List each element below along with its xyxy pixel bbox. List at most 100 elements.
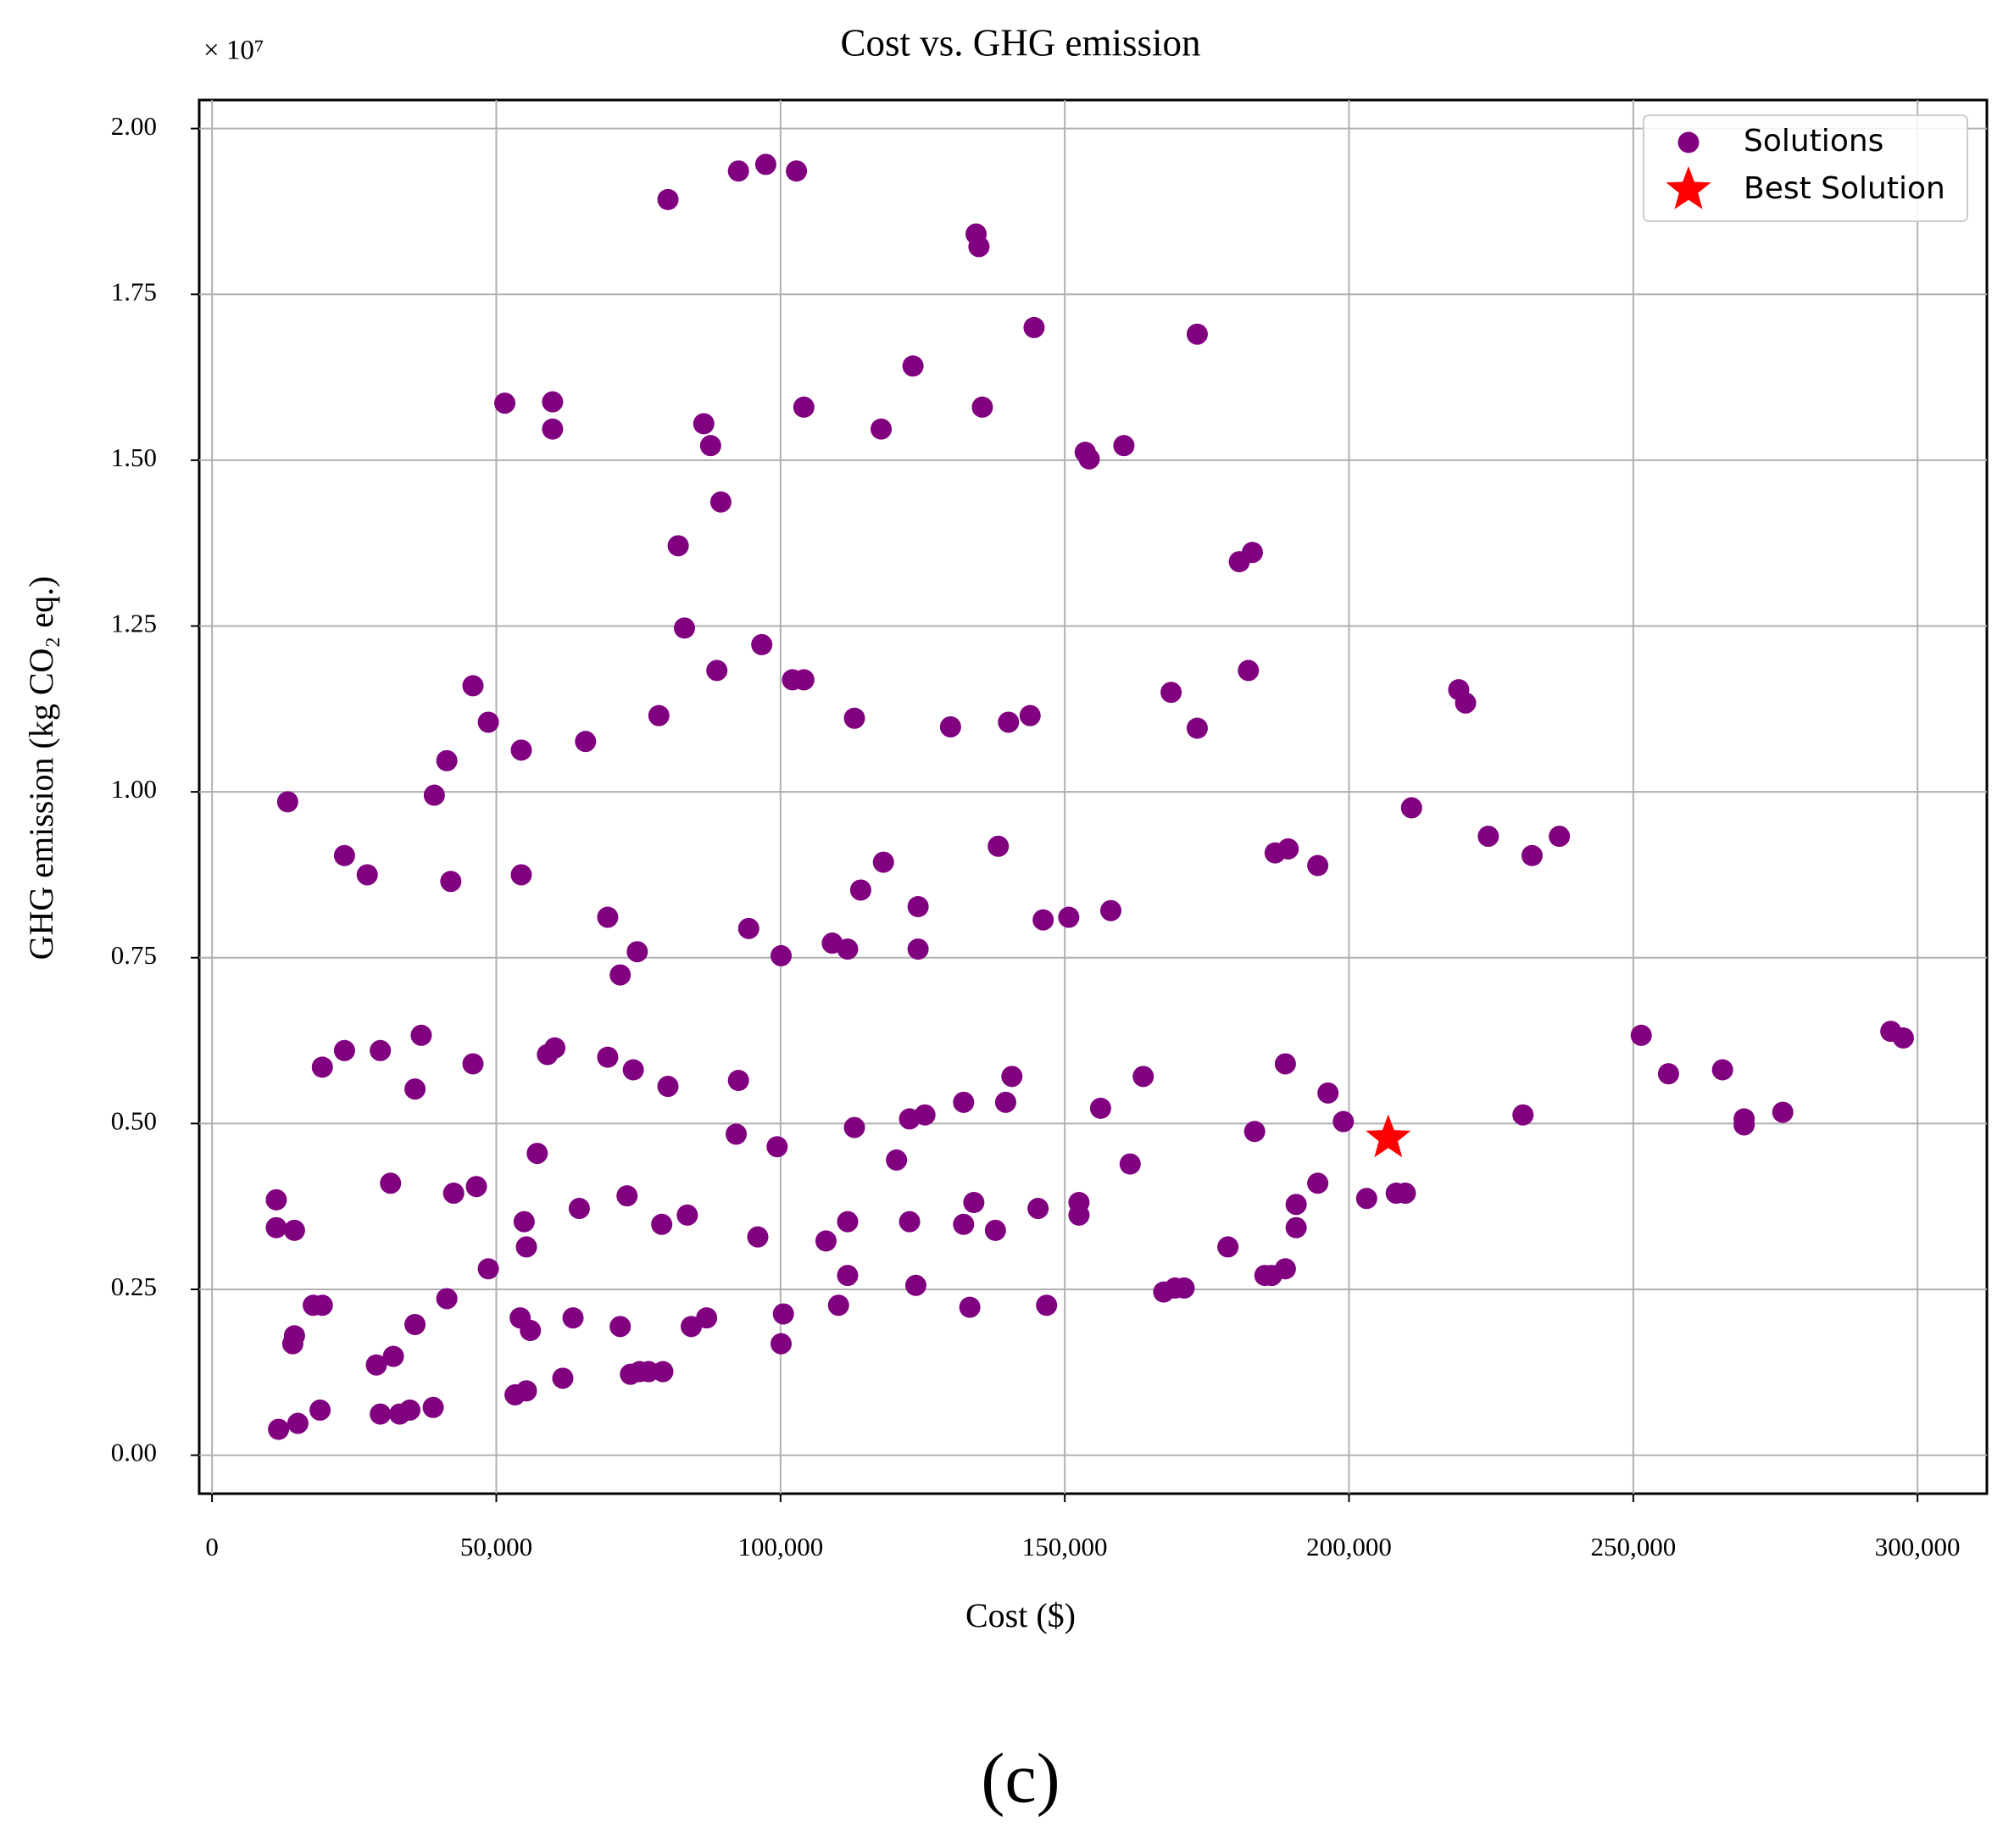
point xyxy=(959,1296,981,1318)
point xyxy=(575,731,597,753)
x-tick-label: 0 xyxy=(205,1532,219,1561)
point xyxy=(1238,660,1260,682)
point xyxy=(1186,717,1208,739)
point xyxy=(872,851,894,873)
point xyxy=(1243,1121,1266,1143)
x-tick-label: 200,000 xyxy=(1306,1532,1392,1561)
point xyxy=(699,435,721,457)
point xyxy=(696,1307,718,1329)
point xyxy=(737,917,759,939)
point xyxy=(902,355,924,377)
star-point xyxy=(1666,166,1711,209)
point xyxy=(597,906,619,928)
point xyxy=(953,1213,975,1235)
point xyxy=(1711,1059,1733,1081)
point xyxy=(1274,1053,1296,1075)
point xyxy=(542,418,564,440)
point xyxy=(410,1024,432,1046)
point xyxy=(815,1230,837,1252)
point xyxy=(265,1188,287,1211)
point xyxy=(657,188,679,210)
point xyxy=(1217,1236,1239,1258)
legend-label: Solutions xyxy=(1744,124,1883,159)
point xyxy=(477,711,499,733)
x-tick-label: 250,000 xyxy=(1590,1532,1676,1561)
point xyxy=(727,1070,749,1092)
point xyxy=(771,1333,793,1355)
point xyxy=(751,633,773,655)
point xyxy=(356,864,378,886)
point xyxy=(370,1403,392,1425)
legend-label: Best Solution xyxy=(1744,171,1945,206)
point xyxy=(693,413,715,435)
star-point xyxy=(1366,1114,1411,1158)
point xyxy=(1317,1082,1339,1104)
point xyxy=(399,1399,421,1421)
point xyxy=(1892,1027,1914,1049)
point xyxy=(510,739,532,761)
point xyxy=(1677,131,1700,153)
point xyxy=(1355,1188,1377,1210)
point xyxy=(899,1211,921,1233)
point xyxy=(1023,316,1045,338)
x-tick-label: 300,000 xyxy=(1875,1532,1961,1561)
point xyxy=(265,1216,287,1238)
point xyxy=(542,391,564,413)
point xyxy=(837,938,859,960)
point xyxy=(404,1078,426,1100)
point xyxy=(526,1143,548,1165)
point xyxy=(423,784,445,806)
point xyxy=(827,1294,849,1316)
point xyxy=(311,1294,333,1316)
point xyxy=(1186,323,1208,345)
point xyxy=(1285,1194,1307,1216)
point xyxy=(747,1226,769,1248)
caption: (c) xyxy=(981,1739,1060,1817)
point xyxy=(766,1136,788,1158)
point xyxy=(984,1219,1006,1241)
point xyxy=(287,1412,309,1434)
point xyxy=(1549,826,1571,848)
point xyxy=(963,1191,985,1213)
point xyxy=(281,1333,303,1355)
x-tick-label: 100,000 xyxy=(737,1532,823,1561)
point xyxy=(382,1345,404,1367)
point xyxy=(1089,1097,1111,1119)
x-tick-label: 150,000 xyxy=(1022,1532,1108,1561)
chart-title: Cost vs. GHG emission xyxy=(840,21,1200,64)
point xyxy=(311,1056,333,1078)
y-tick-label: 0.00 xyxy=(111,1438,157,1467)
point xyxy=(786,160,808,182)
point xyxy=(667,535,689,557)
point xyxy=(515,1236,537,1258)
point xyxy=(515,1380,537,1402)
point xyxy=(333,1039,355,1061)
point xyxy=(1307,1172,1329,1194)
y-tick-label: 1.00 xyxy=(111,774,157,804)
point xyxy=(793,396,815,418)
point xyxy=(520,1320,542,1342)
point xyxy=(754,153,776,175)
point xyxy=(494,392,516,415)
point xyxy=(626,941,648,963)
point xyxy=(1027,1198,1049,1220)
point xyxy=(939,715,961,738)
point xyxy=(436,749,458,771)
point xyxy=(843,707,865,729)
point xyxy=(1285,1216,1307,1238)
point xyxy=(1332,1110,1355,1133)
point xyxy=(1274,1258,1296,1280)
point xyxy=(609,964,631,986)
point xyxy=(673,617,695,639)
y-tick-label: 1.50 xyxy=(111,443,157,472)
point xyxy=(1068,1204,1090,1226)
point xyxy=(1019,704,1041,726)
point xyxy=(1307,854,1329,877)
point xyxy=(886,1149,908,1171)
point xyxy=(998,711,1020,733)
point xyxy=(477,1258,499,1280)
point xyxy=(652,1361,674,1383)
point xyxy=(1099,899,1121,921)
point xyxy=(1657,1063,1679,1085)
point xyxy=(1455,692,1477,714)
